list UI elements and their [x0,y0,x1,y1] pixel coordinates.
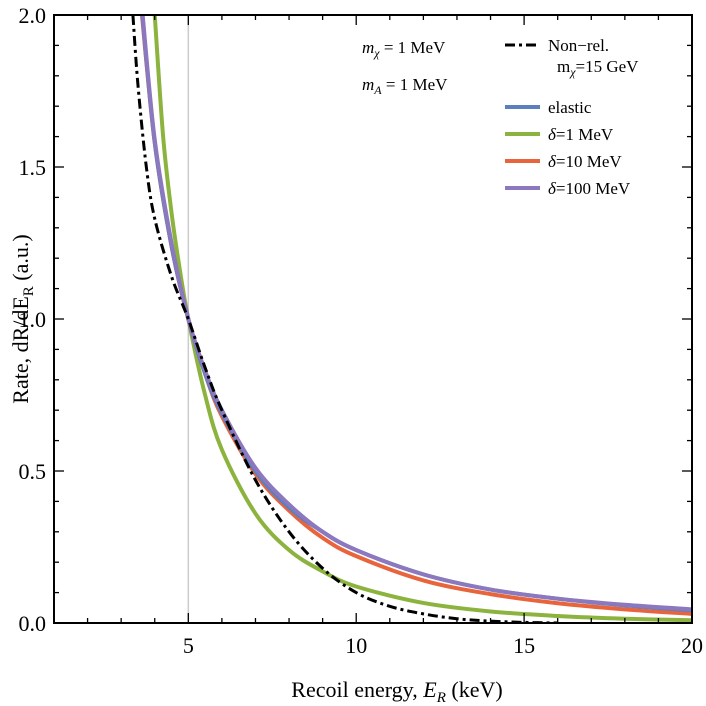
y-tick-label: 0.5 [19,459,47,484]
y-tick-label: 0.0 [19,611,47,636]
legend: Non−rel. mχ=15 GeV elastic δ=1 MeV δ=10 MeV δ… [505,36,639,198]
series-layer [131,15,692,623]
x-tick-label: 10 [345,633,367,658]
series-line-1 [152,15,692,623]
x-tick-label: 20 [681,633,703,658]
series-line-4 [131,15,558,623]
y-tick-label: 2.0 [19,3,47,28]
svg-text:mχ = 1 MeV: mχ = 1 MeV [362,38,446,60]
annotation-mchi: mχ = 1 MeV [362,38,446,60]
tick-labels-layer: 5 10 15 20 0.0 0.5 1.0 1.5 2.0 [19,3,704,658]
x-tick-label: 5 [183,633,194,658]
series-line-2 [139,15,692,616]
legend-label-4b: mχ=15 GeV [557,57,639,79]
svg-text:mA = 1 MeV: mA = 1 MeV [362,75,448,97]
legend-label-1: δ=1 MeV [548,125,614,144]
y-tick-label: 1.0 [19,307,47,332]
ticks-layer [54,14,693,624]
x-axis-title: Recoil energy, ER (keV) [291,677,502,706]
legend-label-2: δ=10 MeV [548,152,622,171]
legend-label-3: δ=100 MeV [548,179,631,198]
x-tick-label: 15 [513,633,535,658]
y-axis-title: Rate, dR/dER (a.u.) [8,234,37,403]
y-tick-label: 1.5 [19,155,47,180]
legend-label-4: Non−rel. [548,36,609,55]
annotation-ma: mA = 1 MeV [362,75,448,97]
series-line-0 [140,15,692,613]
series-line-3 [140,15,692,612]
legend-label-0: elastic [548,98,592,117]
